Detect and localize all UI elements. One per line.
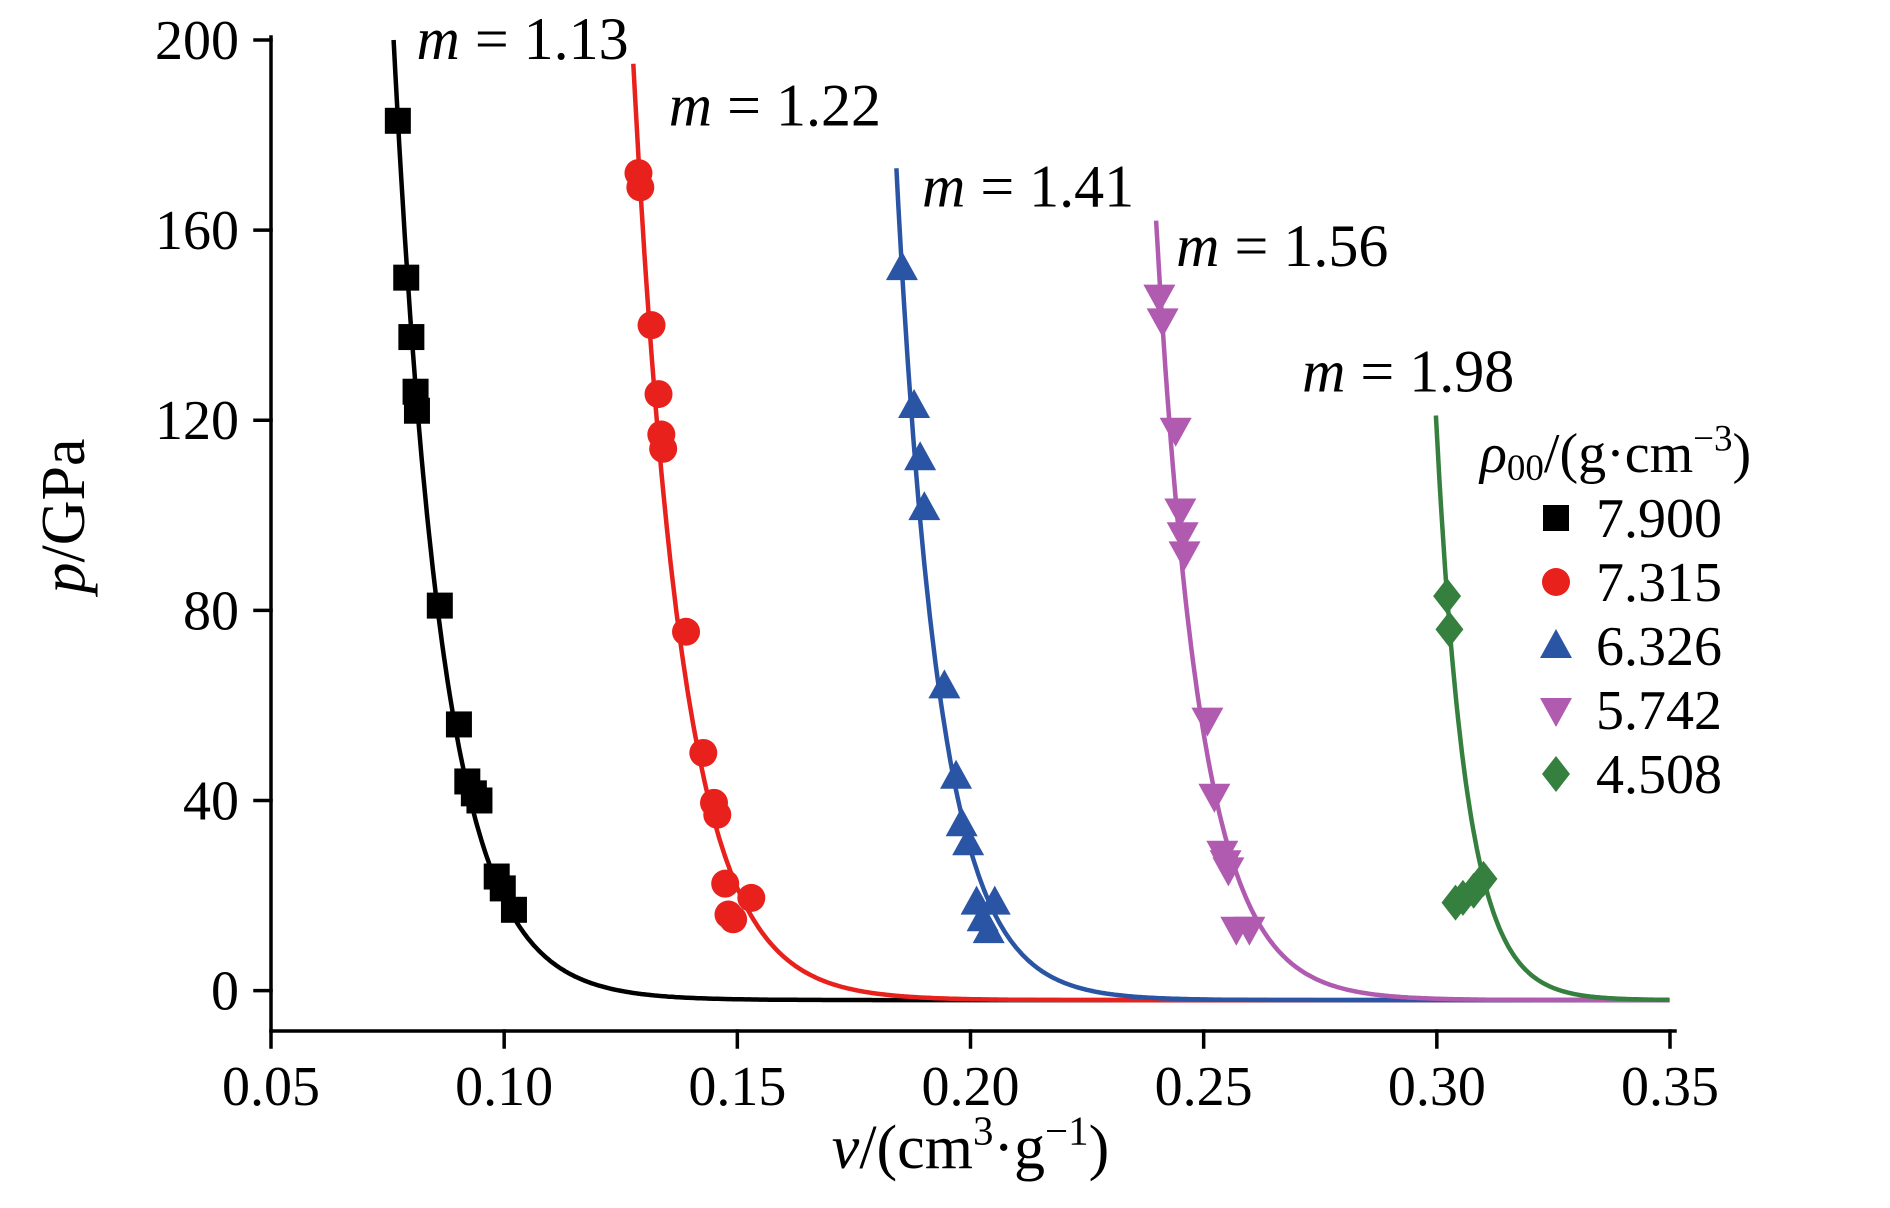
x-tick-label: 0.15 bbox=[688, 1056, 786, 1118]
triangle-down-marker bbox=[1168, 541, 1201, 571]
triangle-down-marker bbox=[1159, 417, 1192, 447]
square-marker bbox=[445, 711, 472, 738]
tick-labels: 0 40 80 120 160 200 0.05 0.10 0.15 0.20 0.25 0.30 0.… bbox=[155, 10, 1719, 1118]
triangle-up-marker bbox=[978, 885, 1011, 915]
triangle-down-marker bbox=[1540, 698, 1572, 727]
x-tick-label: 0.35 bbox=[1621, 1056, 1719, 1118]
triangle-up-marker bbox=[904, 441, 937, 471]
x-tick-label: 0.25 bbox=[1155, 1056, 1253, 1118]
diamond-marker bbox=[1542, 756, 1570, 792]
legend-label: 5.742 bbox=[1596, 680, 1722, 742]
square-marker bbox=[384, 107, 411, 134]
triangle-down-marker bbox=[1191, 707, 1224, 737]
x-tick-label: 0.20 bbox=[922, 1056, 1020, 1118]
circle-marker bbox=[637, 311, 666, 340]
curve-m-label: m = 1.13 bbox=[416, 6, 628, 72]
fit-curve bbox=[1433, 415, 1670, 1003]
square-marker bbox=[426, 592, 453, 619]
x-tick-label: 0.05 bbox=[222, 1056, 320, 1118]
square-marker bbox=[398, 324, 425, 351]
triangle-up-marker bbox=[885, 251, 918, 281]
legend-entry-6.326: 6.326 bbox=[1540, 616, 1722, 678]
triangle-down-marker bbox=[1233, 916, 1266, 946]
y-tick-label: 80 bbox=[183, 580, 239, 642]
axis-titles: v/(cm3·g−1) p/GPa bbox=[30, 439, 1109, 1183]
curve-m-label: m = 1.56 bbox=[1176, 213, 1388, 279]
series-5.742: m = 1.56 bbox=[1143, 213, 1670, 1003]
triangle-up-marker bbox=[908, 491, 941, 521]
legend-label: 4.508 bbox=[1596, 744, 1722, 806]
triangle-up-marker bbox=[898, 388, 931, 418]
x-axis-title: v/(cm3·g−1) bbox=[832, 1108, 1109, 1182]
y-axis-title: p/GPa bbox=[30, 439, 98, 598]
square-marker bbox=[393, 264, 420, 291]
triangle-down-marker bbox=[1146, 308, 1179, 338]
diamond-marker bbox=[1433, 578, 1462, 615]
series-7.315: m = 1.22 bbox=[624, 63, 1669, 1003]
circle-marker bbox=[737, 883, 766, 912]
series-4.508: m = 1.98 bbox=[1302, 339, 1670, 1003]
y-tick-label: 0 bbox=[211, 961, 239, 1023]
circle-marker bbox=[711, 869, 740, 898]
triangle-up-marker bbox=[928, 669, 961, 699]
x-tick-label: 0.30 bbox=[1388, 1056, 1486, 1118]
triangle-down-marker bbox=[1166, 522, 1199, 552]
triangle-down-marker bbox=[1143, 284, 1176, 314]
triangle-up-marker bbox=[952, 826, 985, 856]
fit-curve bbox=[1153, 220, 1670, 1003]
legend-title: ρ00/(g·cm−3) bbox=[1478, 419, 1751, 489]
legend-label: 6.326 bbox=[1596, 616, 1722, 678]
circle-marker bbox=[649, 434, 678, 463]
axes bbox=[253, 35, 1677, 1049]
circle-marker bbox=[719, 905, 748, 934]
curve-m-label: m = 1.22 bbox=[669, 73, 881, 139]
legend-entry-4.508: 4.508 bbox=[1542, 744, 1722, 806]
y-tick-label: 40 bbox=[183, 770, 239, 832]
diamond-marker bbox=[1435, 611, 1464, 648]
circle-marker bbox=[626, 173, 655, 202]
circle-marker bbox=[672, 617, 701, 646]
series-6.326: m = 1.41 bbox=[885, 153, 1669, 1003]
circle-marker bbox=[703, 800, 732, 829]
circle-marker bbox=[644, 380, 673, 409]
legend-entry-7.315: 7.315 bbox=[1542, 552, 1722, 614]
diamond-marker bbox=[1469, 860, 1498, 897]
circle-marker bbox=[1542, 568, 1570, 596]
square-marker bbox=[466, 787, 493, 814]
legend-label: 7.315 bbox=[1596, 552, 1722, 614]
curve-m-label: m = 1.41 bbox=[922, 153, 1134, 219]
legend-label: 7.900 bbox=[1596, 488, 1722, 550]
x-tick-label: 0.10 bbox=[455, 1056, 553, 1118]
triangle-down-marker bbox=[1164, 498, 1197, 528]
y-tick-label: 120 bbox=[155, 390, 239, 452]
square-marker bbox=[403, 397, 430, 424]
y-tick-label: 160 bbox=[155, 200, 239, 262]
y-tick-label: 200 bbox=[155, 10, 239, 72]
triangle-up-marker bbox=[940, 759, 973, 789]
legend-entry-5.742: 5.742 bbox=[1540, 680, 1722, 742]
triangle-up-marker bbox=[972, 914, 1005, 944]
square-marker bbox=[500, 896, 527, 923]
square-marker bbox=[1543, 505, 1569, 531]
triangle-up-marker bbox=[1540, 629, 1572, 658]
triangle-down-marker bbox=[1198, 783, 1231, 813]
legend-entry-7.900: 7.900 bbox=[1543, 488, 1722, 550]
curve-m-label: m = 1.98 bbox=[1302, 339, 1514, 405]
triangle-down-marker bbox=[1212, 857, 1245, 887]
circle-marker bbox=[689, 738, 718, 767]
